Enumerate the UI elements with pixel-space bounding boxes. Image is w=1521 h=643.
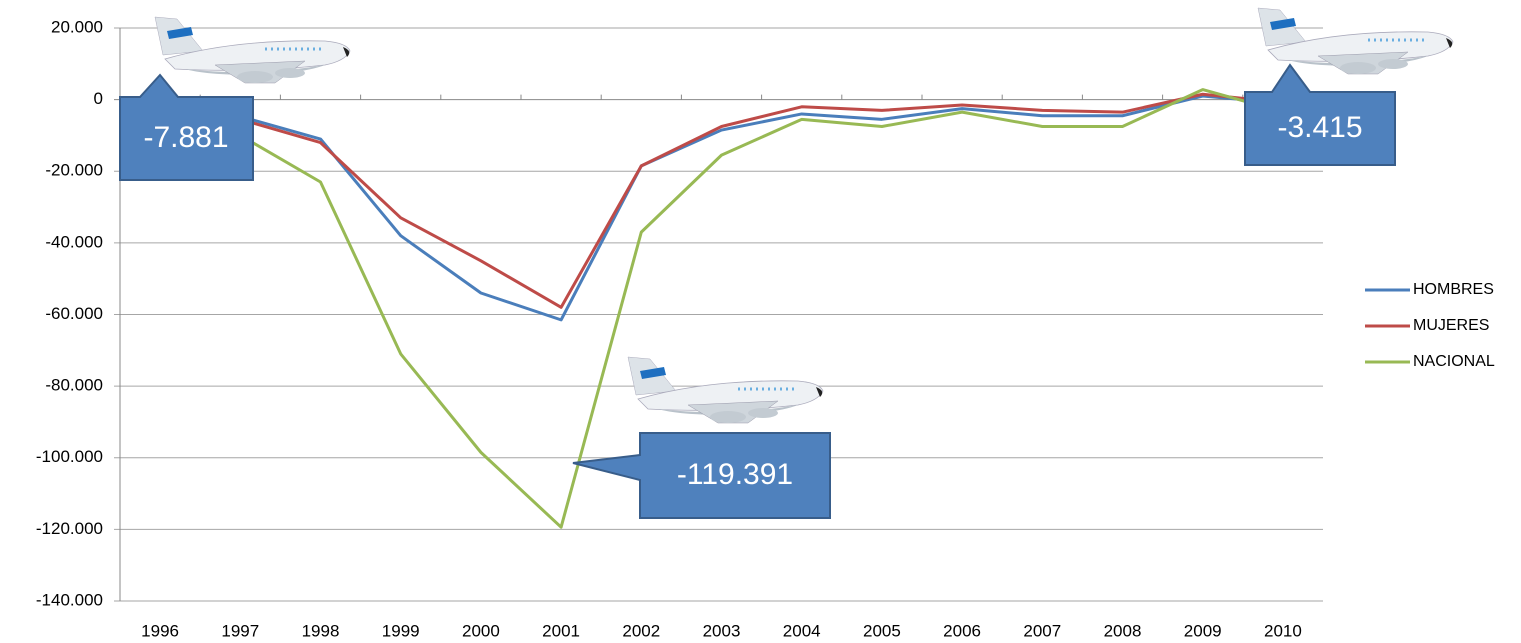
callout-label: -7.881 <box>143 121 228 154</box>
x-tick-label: 2000 <box>462 621 500 640</box>
x-tick-label: 1999 <box>382 621 420 640</box>
legend-label: MUJERES <box>1413 317 1489 334</box>
x-tick-label: 2002 <box>622 621 660 640</box>
x-tick-label: 2005 <box>863 621 901 640</box>
callout: -7.881 <box>119 73 254 181</box>
legend: HOMBRES MUJERES NACIONAL <box>1365 281 1495 370</box>
y-tick-label: -60.000 <box>45 304 103 323</box>
x-tick-label: 2009 <box>1184 621 1222 640</box>
x-tick-label: 2003 <box>703 621 741 640</box>
y-tick-label: -20.000 <box>45 161 103 180</box>
y-tick-label: 20.000 <box>51 17 103 36</box>
x-tick-label: 2008 <box>1104 621 1142 640</box>
y-tick-label: -80.000 <box>45 376 103 395</box>
series-line <box>159 92 1284 309</box>
x-tick-label: 2004 <box>783 621 821 640</box>
legend-label: NACIONAL <box>1413 353 1495 370</box>
y-tick-label: -120.000 <box>36 519 103 538</box>
x-tick-label: 2006 <box>943 621 981 640</box>
series-line <box>160 94 1284 322</box>
callout-label: -119.391 <box>677 458 793 491</box>
x-tick-label: 1996 <box>141 621 179 640</box>
series-line <box>159 88 1284 529</box>
y-tick-label: -40.000 <box>45 232 103 251</box>
decoration <box>153 6 1455 425</box>
x-tick-label: 1997 <box>221 621 259 640</box>
x-tick-label: 2007 <box>1023 621 1061 640</box>
callout-label: -3.415 <box>1277 111 1362 144</box>
y-tick-label: 0 <box>94 89 103 108</box>
y-tick-label: -100.000 <box>36 447 103 466</box>
callout: -3.415 <box>1244 63 1396 166</box>
callout: -119.391 <box>572 432 831 519</box>
legend-label: HOMBRES <box>1413 281 1494 298</box>
y-tick-label: -140.000 <box>36 590 103 609</box>
x-tick-label: 1998 <box>302 621 340 640</box>
x-tick-label: 2010 <box>1264 621 1302 640</box>
x-tick-label: 2001 <box>542 621 580 640</box>
